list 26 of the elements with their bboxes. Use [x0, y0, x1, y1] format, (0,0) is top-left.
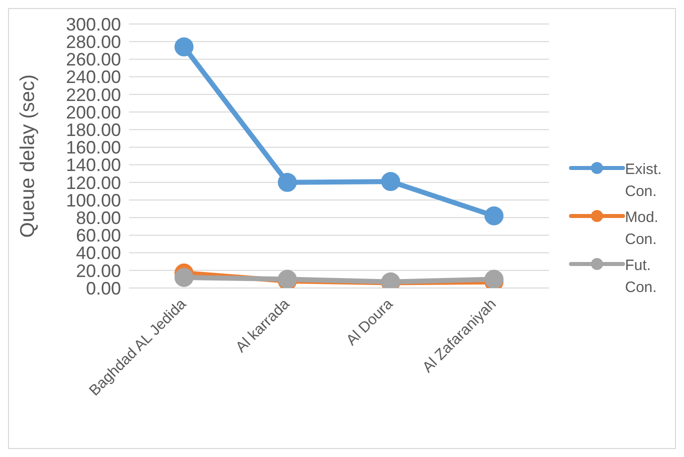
y-tick-label: 120.00 — [66, 172, 121, 193]
y-tick-label: 140.00 — [66, 155, 121, 176]
y-axis-title: Queue delay (sec) — [17, 74, 40, 238]
legend-label: Fut. Con. — [625, 256, 658, 298]
y-tick-label: 0.00 — [86, 278, 121, 298]
y-tick-label: 280.00 — [66, 32, 121, 52]
y-tick-label: 20.00 — [76, 260, 121, 281]
point — [174, 268, 194, 287]
y-tick-label: 200.00 — [66, 102, 121, 122]
y-tick-label: 100.00 — [66, 190, 121, 210]
legend-label: Mod. Con. — [625, 208, 660, 250]
y-tick-label: 180.00 — [66, 120, 121, 140]
y-tick-label: 60.00 — [76, 226, 121, 246]
y-tick-label: 80.00 — [76, 208, 121, 228]
y-tick-label: 300.00 — [66, 14, 121, 34]
y-tick-label: 40.00 — [76, 243, 121, 264]
point — [484, 206, 504, 226]
y-tick-label: 240.00 — [66, 67, 121, 88]
point — [484, 270, 504, 288]
y-tick-label: 160.00 — [66, 138, 121, 158]
y-tick-label: 260.00 — [66, 50, 121, 70]
point — [174, 37, 194, 56]
y-tick-label: 220.00 — [66, 84, 121, 105]
point — [381, 172, 400, 192]
legend-label: Exist. Con. — [625, 160, 663, 202]
point — [278, 172, 297, 192]
